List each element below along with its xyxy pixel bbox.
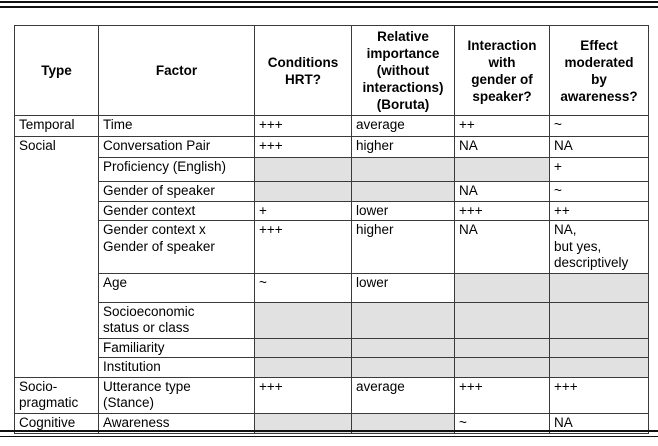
row-age: Age ~ lower: [15, 272, 649, 303]
conditions-cell: +++: [254, 220, 352, 274]
factor-cell: Gender context: [98, 200, 255, 221]
factor-cell: Socioeconomic status or class: [98, 301, 255, 339]
importance-cell-shaded: [351, 157, 455, 182]
effect-cell: ++: [549, 200, 649, 221]
effect-cell-shaded: [549, 272, 649, 303]
col-header-interaction-gender: Interaction with gender of speaker?: [454, 25, 550, 116]
conditions-cell: +: [254, 200, 352, 221]
interaction-cell-shaded: [454, 337, 550, 358]
conditions-cell-shaded: [254, 337, 352, 358]
row-institution: Institution: [15, 357, 649, 378]
row-conversation-pair: Social Conversation Pair +++ higher NA N…: [14, 136, 649, 378]
importance-cell: higher: [351, 136, 455, 158]
interaction-cell-shaded: [454, 357, 550, 378]
bottom-rule-thin: [0, 436, 658, 438]
interaction-cell: NA: [454, 136, 550, 158]
factor-cell: Institution: [98, 357, 255, 378]
hrt-factors-table: Type Factor Conditions HRT? Relative imp…: [14, 25, 649, 434]
importance-cell-shaded: [351, 337, 455, 358]
importance-cell-shaded: [351, 301, 455, 339]
importance-cell: average: [351, 115, 455, 137]
col-header-factor: Factor: [98, 25, 255, 116]
conditions-cell: +++: [254, 115, 352, 137]
importance-cell-shaded: [351, 412, 455, 434]
conditions-cell-shaded: [254, 357, 352, 378]
interaction-cell-shaded: [454, 157, 550, 182]
bottom-rule-thick: [0, 430, 658, 432]
header-row: Type Factor Conditions HRT? Relative imp…: [14, 25, 649, 116]
interaction-cell-shaded: [454, 301, 550, 339]
col-header-effect-awareness: Effect moderated by awareness?: [549, 25, 649, 116]
importance-cell: higher: [351, 220, 455, 274]
effect-cell-shaded: [549, 301, 649, 339]
effect-cell: NA: [549, 412, 649, 434]
conditions-cell: +++: [254, 376, 352, 414]
row-utterance-type: Socio- pragmatic Utterance type (Stance)…: [14, 376, 649, 414]
factor-cell: Familiarity: [98, 337, 255, 358]
factor-cell: Gender of speaker: [98, 181, 255, 202]
effect-cell: ~: [549, 181, 649, 202]
interaction-cell: NA: [454, 181, 550, 202]
factor-cell: Time: [98, 115, 255, 137]
effect-cell: NA: [549, 136, 649, 158]
interaction-cell: +++: [454, 376, 550, 414]
col-header-conditions-hrt: Conditions HRT?: [254, 25, 352, 116]
importance-cell: lower: [351, 272, 455, 303]
col-header-relative-importance: Relative importance (without interaction…: [351, 25, 455, 116]
importance-cell-shaded: [351, 181, 455, 202]
factor-cell: Age: [98, 272, 255, 303]
row-familiarity: Familiarity: [15, 337, 649, 358]
type-cell-social: Social: [14, 136, 99, 378]
importance-cell: lower: [351, 200, 455, 221]
top-rule-thick: [0, 6, 658, 8]
conditions-cell-shaded: [254, 412, 352, 434]
conditions-cell: ~: [254, 272, 352, 303]
effect-cell-shaded: [549, 337, 649, 358]
effect-cell: +++: [549, 376, 649, 414]
factor-cell: Proficiency (English): [98, 157, 255, 182]
row-gender-context: Gender context + lower +++ ++: [15, 200, 649, 221]
importance-cell-shaded: [351, 357, 455, 378]
effect-cell-shaded: [549, 357, 649, 378]
interaction-cell: +++: [454, 200, 550, 221]
factor-cell: Utterance type (Stance): [98, 376, 255, 414]
row-gender-context-x-speaker: Gender context x Gender of speaker +++ h…: [15, 220, 649, 274]
importance-cell: average: [351, 376, 455, 414]
interaction-cell: ++: [454, 115, 550, 137]
interaction-cell-shaded: [454, 272, 550, 303]
row-socioeconomic: Socioeconomic status or class: [15, 301, 649, 339]
row-awareness: Cognitive Awareness ~ NA: [14, 412, 649, 434]
conditions-cell-shaded: [254, 157, 352, 182]
factor-cell: Conversation Pair: [98, 136, 255, 158]
factor-cell: Gender context x Gender of speaker: [98, 220, 255, 274]
col-header-type: Type: [14, 25, 99, 116]
top-rule-thin: [0, 1, 658, 3]
effect-cell: ~: [549, 115, 649, 137]
conditions-cell-shaded: [254, 181, 352, 202]
effect-cell: NA, but yes, descriptively: [549, 220, 649, 274]
row-time: Temporal Time +++ average ++ ~: [14, 115, 649, 137]
row-proficiency: Proficiency (English) +: [15, 157, 649, 182]
type-cell-sociopragmatic: Socio- pragmatic: [14, 376, 99, 414]
conditions-cell-shaded: [254, 301, 352, 339]
type-cell-cognitive: Cognitive: [14, 412, 99, 434]
effect-cell: +: [549, 157, 649, 182]
interaction-cell: ~: [454, 412, 550, 434]
type-cell: Temporal: [14, 115, 99, 137]
conditions-cell: +++: [254, 136, 352, 158]
interaction-cell: NA: [454, 220, 550, 274]
row-gender-of-speaker: Gender of speaker NA ~: [15, 181, 649, 202]
